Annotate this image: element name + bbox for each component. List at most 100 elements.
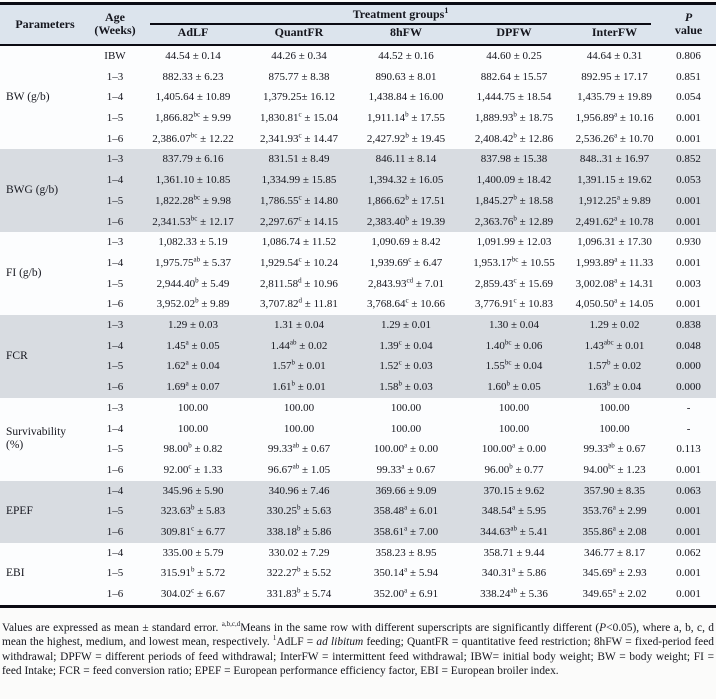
p-value-cell: 0.063 — [661, 480, 716, 502]
value-cell: 100.00 — [140, 418, 246, 440]
results-table: Parameters Age (Weeks) Treatment groups1… — [0, 2, 716, 608]
value-cell: 3,768.64c ± 10.66 — [352, 294, 460, 316]
value-cell: 2,944.40b ± 5.49 — [140, 273, 246, 295]
age-cell: 1–4 — [90, 252, 140, 274]
value-cell: 3,707.82d ± 11.81 — [246, 294, 352, 316]
age-cell: 1–3 — [90, 232, 140, 253]
p-value-cell: 0.000 — [661, 356, 716, 378]
value-cell: 358.61a ± 7.00 — [352, 522, 460, 543]
value-cell: 1.29 ± 0.02 — [568, 315, 662, 336]
value-cell: 1.62a ± 0.04 — [140, 356, 246, 378]
table-row: Survivability (%) 1–3 100.00 100.00 100.00 10… — [0, 397, 716, 481]
treatment-groups-footnote-marker: 1 — [444, 6, 449, 15]
p-value-cell: 0.001 — [661, 563, 716, 585]
value-cell: 335.00 ± 5.79 — [140, 542, 246, 564]
value-cell: 1,975.75ab ± 5.37 — [140, 252, 246, 274]
value-cell: 2,859.43c ± 15.69 — [460, 273, 568, 295]
value-cell: 348.54a ± 5.95 — [460, 501, 568, 523]
value-cell: 100.00 — [460, 418, 568, 440]
value-cell: 340.96 ± 7.46 — [246, 480, 352, 502]
value-cell: 304.02c ± 6.67 — [140, 584, 246, 607]
age-cell: 1–6 — [90, 377, 140, 398]
value-cell: 3,002.08a ± 14.31 — [568, 273, 662, 295]
table-row: EPEF 1–4 345.96 ± 5.90 340.96 ± 7.46 369.66 … — [0, 480, 716, 543]
p-value-cell: 0.001 — [661, 522, 716, 543]
value-cell: 1,786.55c ± 14.80 — [246, 190, 352, 212]
table-row: EBI 1–4 335.00 ± 5.79 330.02 ± 7.29 358.23 ±… — [0, 542, 716, 607]
table-row: 1–6 2,386.07bc ± 12.22 2,341.93c ± 14.47 2,… — [0, 128, 716, 150]
p-value-cell: 0.001 — [661, 107, 716, 129]
table-row: 1–6 2,341.53bc ± 12.17 2,297.67c ± 14.15 2,… — [0, 211, 716, 233]
value-cell: 1,096.31 ± 17.30 — [568, 232, 662, 253]
treatment-subheader-row: AdLF QuantFR 8hFW DPFW InterFW — [0, 25, 716, 44]
value-cell: 1.61b ± 0.01 — [246, 377, 352, 398]
value-cell: 1,091.99 ± 12.03 — [460, 232, 568, 253]
p-value-cell: 0.062 — [661, 542, 716, 564]
value-cell: 1,911.14b ± 17.55 — [352, 107, 460, 129]
value-cell: 2,536.26a ± 10.70 — [568, 128, 662, 150]
value-cell: 338.24ab ± 5.36 — [460, 584, 568, 607]
value-cell: 1,889.93b ± 18.75 — [460, 107, 568, 129]
table-row: 1–4 1.45a ± 0.05 1.44ab ± 0.02 1.39c ± 0.04… — [0, 335, 716, 357]
col-header-age: Age (Weeks) — [90, 4, 140, 45]
value-cell: 353.76a ± 2.99 — [568, 501, 662, 523]
results-table-body: BW (g/b) IBW 44.54 ± 0.14 44.26 ± 0.34 44.52… — [0, 44, 716, 607]
value-cell: 1,953.17bc ± 10.55 — [460, 252, 568, 274]
table-row: 1–5 2,944.40b ± 5.49 2,811.58d ± 10.96 2,84… — [0, 273, 716, 295]
value-cell: 2,297.67c ± 14.15 — [246, 211, 352, 233]
value-cell: 44.64 ± 0.31 — [568, 44, 662, 67]
age-cell: 1–6 — [90, 522, 140, 543]
age-cell: 1–6 — [90, 128, 140, 150]
value-cell: 1,830.81c ± 15.04 — [246, 107, 352, 129]
col-header-parameters: Parameters — [15, 16, 75, 31]
value-cell: 1,435.79 ± 19.89 — [568, 87, 662, 108]
table-row: 1–5 315.91b ± 5.72 322.27b ± 5.52 350.14a ±… — [0, 563, 716, 585]
value-cell: 1,845.27b ± 18.58 — [460, 190, 568, 212]
value-cell: 100.00 — [352, 418, 460, 440]
table-row: BWG (g/b) 1–3 837.79 ± 6.16 831.51 ± 8.49 84… — [0, 149, 716, 233]
value-cell: 846.11 ± 8.14 — [352, 149, 460, 171]
value-cell: 1,394.32 ± 16.05 — [352, 170, 460, 191]
value-cell: 1.31 ± 0.04 — [246, 315, 352, 336]
value-cell: 315.91b ± 5.72 — [140, 563, 246, 585]
value-cell: 331.83b ± 5.74 — [246, 584, 352, 607]
col-header-quantfr: QuantFR — [274, 25, 324, 40]
footnote-segment: 1 — [272, 634, 277, 643]
value-cell: 1.60b ± 0.05 — [460, 377, 568, 398]
value-cell: 99.33a ± 0.67 — [352, 459, 460, 481]
age-cell: 1–5 — [90, 356, 140, 378]
age-cell: 1–4 — [90, 542, 140, 564]
value-cell: 892.95 ± 17.17 — [568, 66, 662, 88]
age-cell: 1–5 — [90, 190, 140, 212]
table-row: 1–4 100.00 100.00 100.00 100.00 100.00- — [0, 418, 716, 440]
age-header-line1: Age — [105, 10, 125, 24]
value-cell: 3,952.02b ± 9.89 — [140, 294, 246, 316]
parameter-label: BW (g/b) — [0, 44, 90, 150]
value-cell: 2,383.40b ± 19.39 — [352, 211, 460, 233]
age-cell: 1–5 — [90, 501, 140, 523]
age-cell: 1–6 — [90, 211, 140, 233]
age-cell: 1–4 — [90, 87, 140, 108]
age-cell: 1–5 — [90, 439, 140, 460]
p-value-cell: 0.001 — [661, 459, 716, 481]
age-cell: 1–3 — [90, 66, 140, 88]
value-cell: 1,444.75 ± 18.54 — [460, 87, 568, 108]
value-cell: 100.00 — [352, 397, 460, 419]
col-header-adlf: AdLF — [177, 25, 209, 40]
value-cell: 2,811.58d ± 10.96 — [246, 273, 352, 295]
footnote-segment: Values are expressed as mean ± standard … — [2, 621, 222, 634]
value-cell: 100.00 — [246, 397, 352, 419]
value-cell: 99.33ab ± 0.67 — [246, 439, 352, 460]
value-cell: 831.51 ± 8.49 — [246, 149, 352, 171]
p-value-cell: 0.001 — [661, 211, 716, 233]
col-header-p-value: P value — [661, 4, 716, 45]
value-cell: 1,822.28bc ± 9.98 — [140, 190, 246, 212]
value-cell: 837.79 ± 6.16 — [140, 149, 246, 171]
parameter-label: BWG (g/b) — [0, 149, 90, 233]
value-cell: 352.00a ± 6.91 — [352, 584, 460, 607]
p-value-cell: 0.001 — [661, 190, 716, 212]
value-cell: 355.86a ± 2.08 — [568, 522, 662, 543]
value-cell: 330.02 ± 7.29 — [246, 542, 352, 564]
p-value-cell: 0.001 — [661, 252, 716, 274]
value-cell: 1,929.54c ± 10.24 — [246, 252, 352, 274]
